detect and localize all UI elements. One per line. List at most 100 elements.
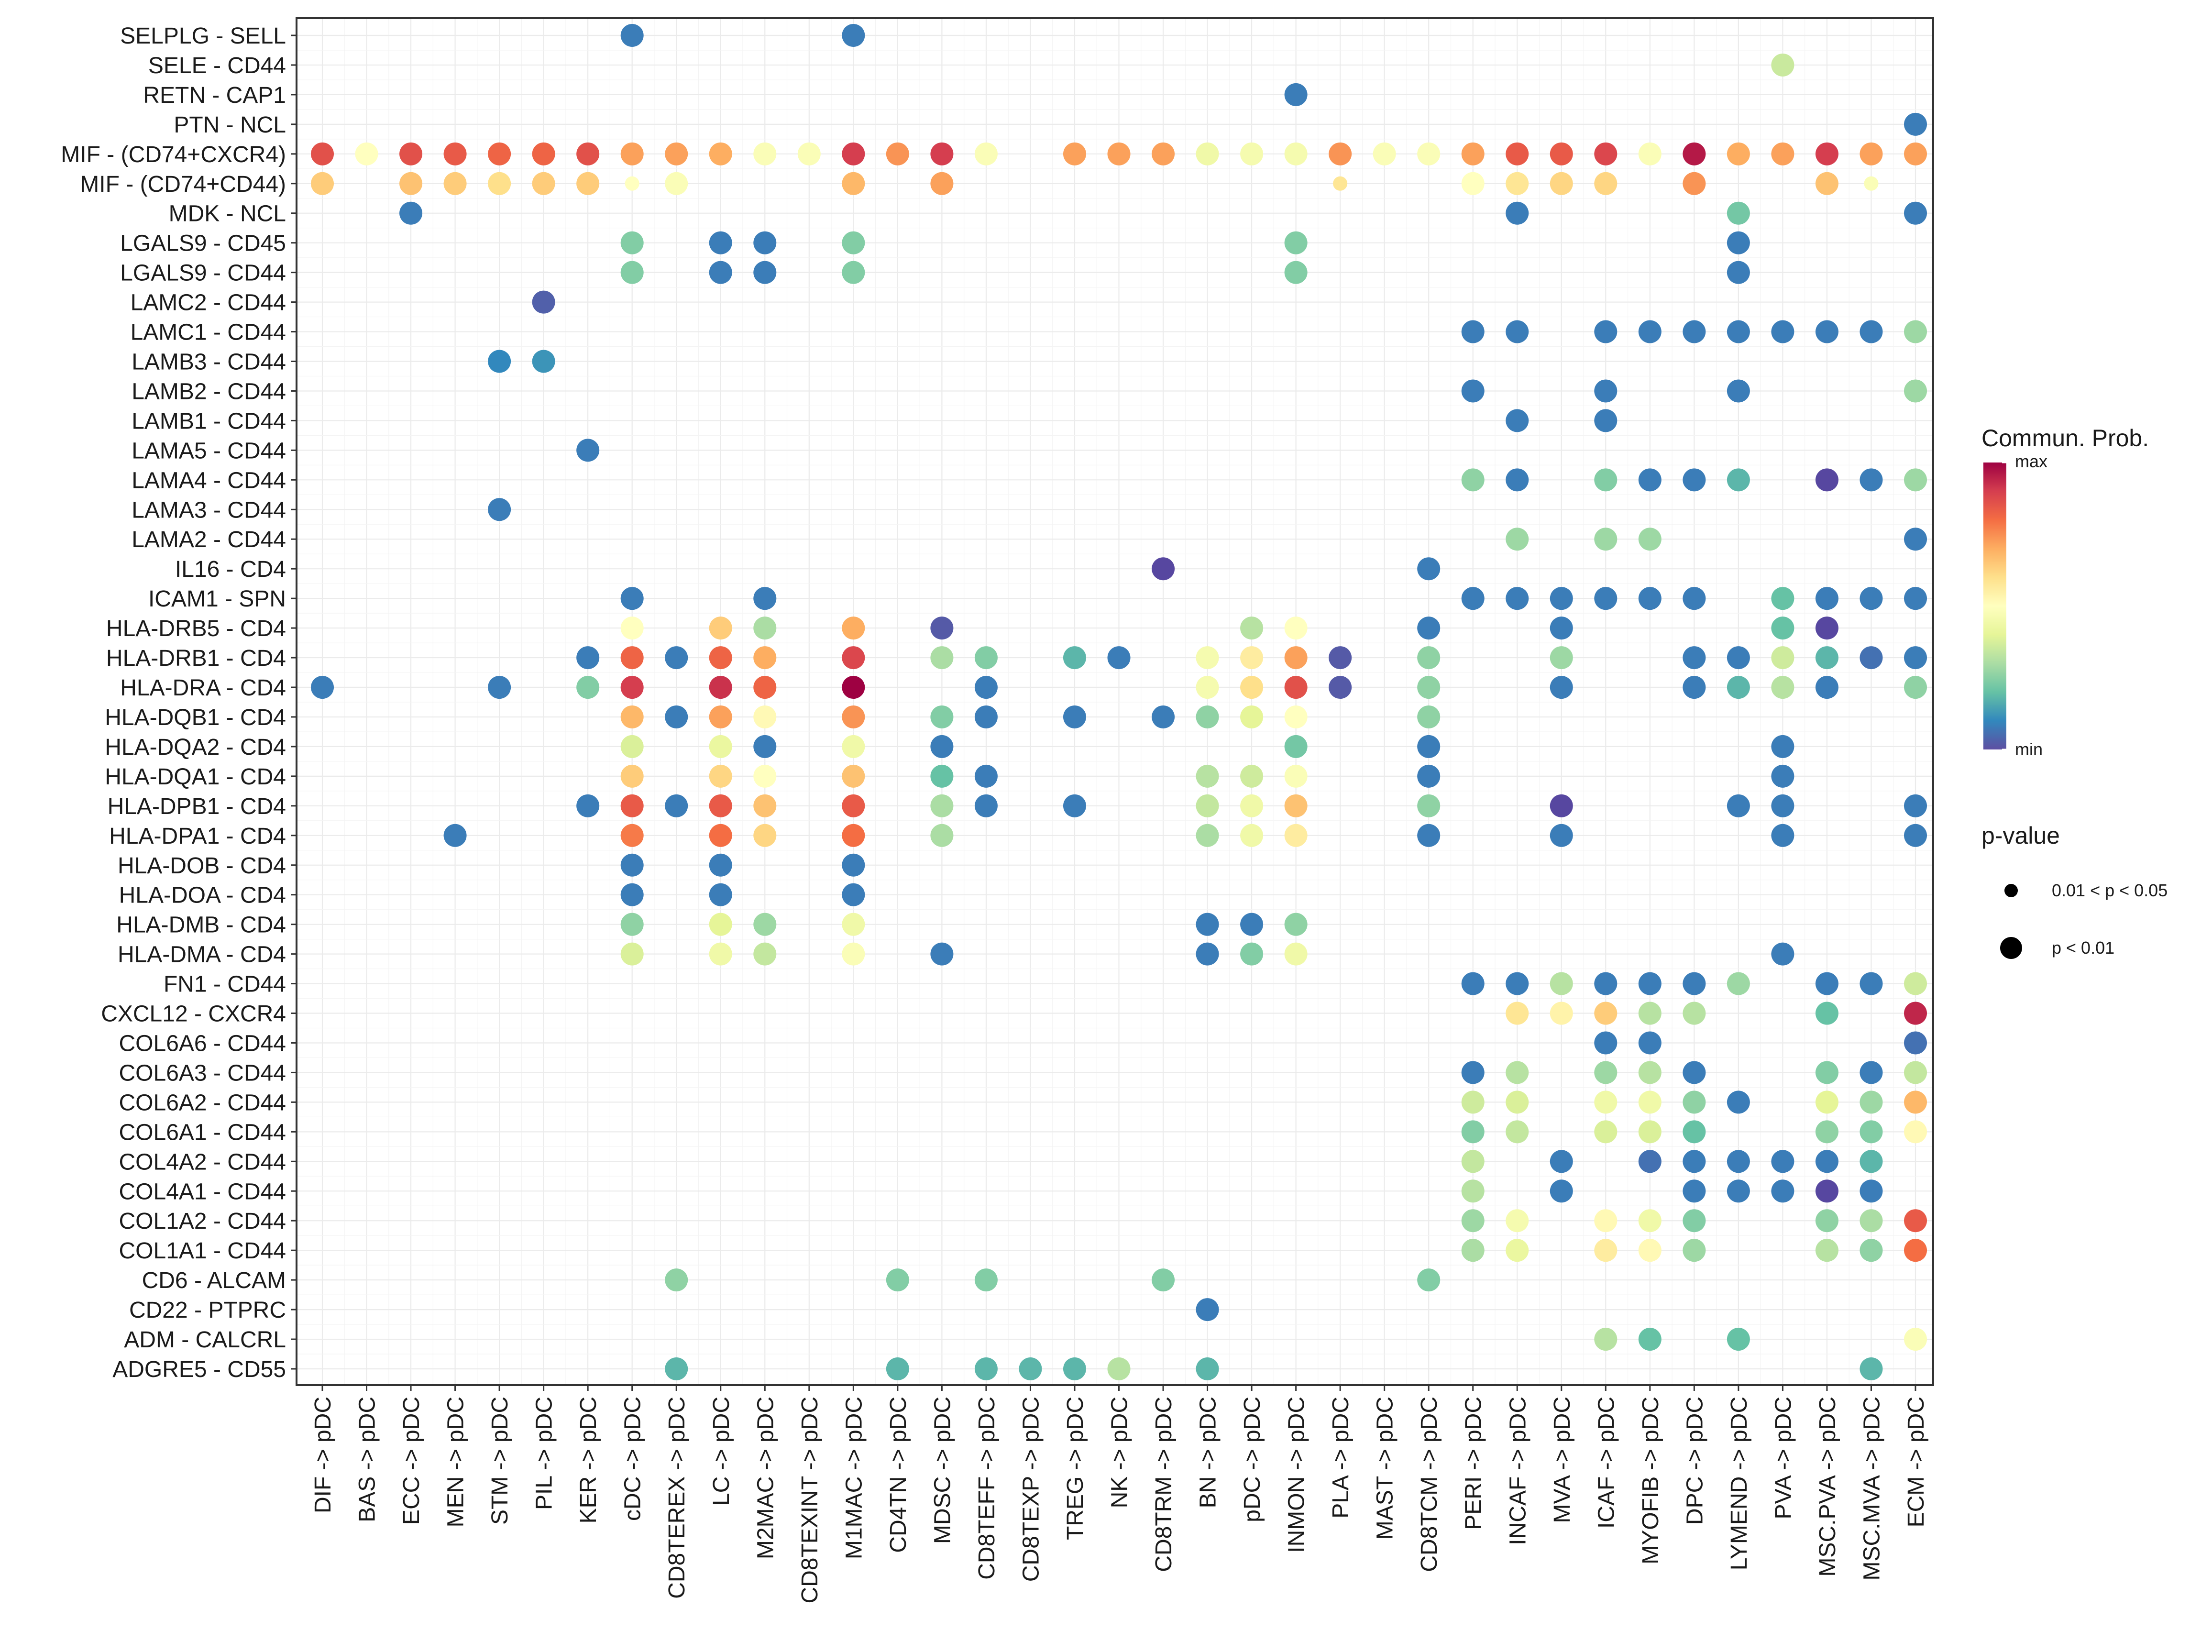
bubble-point [1815,1150,1838,1173]
bubble-point [1771,676,1794,699]
bubble-point [1904,1120,1927,1144]
bubble-point [1727,1179,1750,1203]
bubble-point [1638,587,1662,610]
bubble-point [1284,913,1308,936]
bubble-point [1417,617,1441,640]
bubble-point [1461,1120,1485,1144]
bubble-point [1771,142,1794,165]
y-tick-label: HLA-DPB1 - CD4 [108,794,286,819]
bubble-point [1550,1002,1573,1025]
bubble-point [1860,1179,1883,1203]
bubble-point [1284,676,1308,699]
y-tick-label: COL1A1 - CD44 [119,1238,286,1264]
bubble-point [842,764,865,788]
bubble-point [1107,142,1131,165]
bubble-point [1727,231,1750,254]
bubble-point [1196,705,1219,728]
bubble-point [1638,528,1662,551]
bubble-point [709,913,732,936]
legend-size-small-dot [2004,884,2018,897]
bubble-point [1638,142,1662,165]
bubble-point [1815,172,1838,195]
bubble-point [1727,1150,1750,1173]
y-tick-label: HLA-DQA1 - CD4 [105,764,286,790]
bubble-point [842,142,865,165]
bubble-point [1727,676,1750,699]
bubble-point [797,142,821,165]
bubble-point [1860,972,1883,995]
bubble-point [1550,587,1573,610]
bubble-point [753,676,777,699]
bubble-point [1417,764,1441,788]
bubble-point [1506,1090,1529,1114]
bubble-point [1329,676,1352,699]
x-tick-label: BAS -> pDC [355,1397,380,1522]
bubble-point [709,853,732,877]
bubble-point [842,942,865,966]
x-tick-label: M1MAC -> pDC [841,1397,867,1559]
bubble-point [709,794,732,817]
bubble-point [1771,794,1794,817]
bubble-point [1594,1209,1618,1233]
bubble-point [930,172,954,195]
bubble-point [1284,617,1308,640]
bubble-point [753,617,777,640]
bubble-point [974,646,998,670]
bubble-point [1904,972,1927,995]
bubble-point [1107,646,1131,670]
bubble-point [665,794,688,817]
bubble-point [1240,824,1264,847]
bubble-point [1196,676,1219,699]
bubble-point [753,824,777,847]
y-tick-label: CD22 - PTPRC [129,1298,286,1323]
bubble-point [1771,824,1794,847]
bubble-point [1417,735,1441,758]
bubble-point [1196,764,1219,788]
bubble-point [1550,617,1573,640]
bubble-point [1594,1120,1618,1144]
bubble-point [576,439,600,462]
legend-size-title: p-value [1981,822,2060,849]
bubble-point [1815,646,1838,670]
bubble-point [488,498,511,521]
bubble-point [1284,83,1308,106]
bubble-point [709,231,732,254]
bubble-point [1461,320,1485,343]
bubble-point [576,794,600,817]
bubble-point [1506,972,1529,995]
bubble-point [974,705,998,728]
bubble-point [1240,764,1264,788]
bubble-point [1904,794,1927,817]
bubble-point [488,142,511,165]
bubble-point [1727,972,1750,995]
x-tick-label: TREG -> pDC [1063,1397,1088,1540]
bubble-point [709,883,732,906]
bubble-point [1860,1061,1883,1084]
bubble-point [1594,320,1618,343]
bubble-point [1771,735,1794,758]
x-tick-label: ECC -> pDC [399,1397,424,1525]
x-tick-label: MAST -> pDC [1373,1397,1398,1540]
bubble-point [1815,142,1838,165]
y-tick-label: HLA-DQA2 - CD4 [105,735,286,760]
bubble-point [620,142,644,165]
bubble-point [1815,1090,1838,1114]
bubble-point [1417,705,1441,728]
bubble-point [1152,705,1175,728]
bubble-point [1683,320,1706,343]
bubble-point [1638,1031,1662,1055]
bubble-point [753,794,777,817]
bubble-point [709,824,732,847]
bubble-point [1727,261,1750,284]
legend-size-large-dot [2000,937,2022,959]
bubble-point [1860,142,1883,165]
bubble-point [1594,972,1618,995]
bubble-point [1638,1239,1662,1262]
bubble-point [1506,1120,1529,1144]
y-tick-label: HLA-DMB - CD4 [116,913,286,938]
bubble-point [1550,172,1573,195]
y-tick-label: ADGRE5 - CD55 [112,1357,286,1382]
colorbar-min-label: min [2015,739,2043,759]
bubble-point [1506,1061,1529,1084]
legend-size-label-large: p < 0.01 [2052,938,2114,958]
